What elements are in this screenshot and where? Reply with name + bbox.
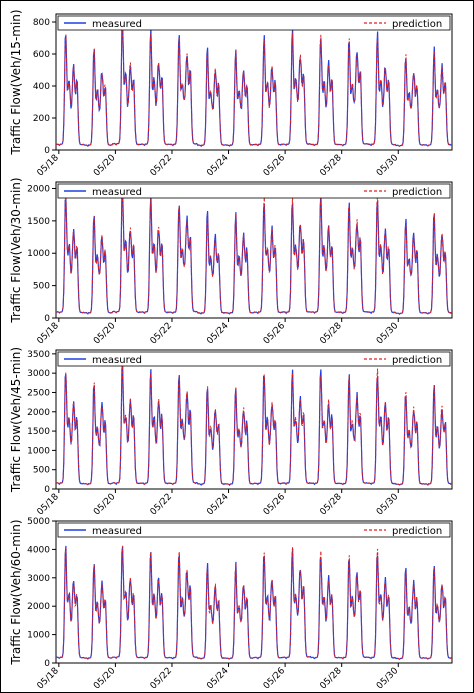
y-tick-label: 1000 [27, 446, 50, 456]
legend-measured-label: measured [92, 187, 142, 198]
y-axis-label: Traffic Flow(Veh/15-min) [9, 9, 23, 155]
y-axis-label: Traffic Flow(Veh/45-min) [9, 347, 23, 493]
y-tick-label: 500 [33, 466, 50, 476]
series-prediction [55, 23, 453, 147]
y-tick-label: 2000 [27, 602, 50, 612]
legend: measured prediction [57, 183, 451, 199]
y-tick-label: 1500 [27, 217, 50, 227]
y-axis-label: Traffic Flow(Veh/30-min) [9, 177, 23, 323]
legend: measured prediction [57, 15, 451, 31]
y-tick-label: 600 [33, 50, 50, 60]
y-axis-label: Traffic Flow(Veh/60-min) [9, 519, 23, 665]
y-tick-label: 500 [33, 282, 50, 292]
y-tick-label: 0 [44, 314, 50, 324]
legend-box [57, 183, 451, 199]
plot-frame [55, 13, 453, 151]
y-tick-label: 1000 [27, 631, 50, 641]
legend-prediction-label: prediction [392, 187, 442, 198]
y-tick-label: 3000 [27, 369, 50, 379]
y-tick-label: 2000 [27, 408, 50, 418]
legend: measured prediction [57, 351, 451, 367]
y-tick-label: 5000 [27, 517, 50, 527]
y-tick-label: 2000 [27, 184, 50, 194]
legend-box [57, 522, 451, 538]
plot-frame [55, 520, 453, 664]
y-tick-label: 0 [44, 485, 50, 495]
y-tick-label: 400 [33, 82, 50, 92]
y-tick-label: 3500 [27, 350, 50, 360]
legend-prediction-label: prediction [392, 355, 442, 366]
legend-measured-label: measured [92, 19, 142, 30]
plot-frame [55, 349, 453, 490]
y-tick-label: 3000 [27, 574, 50, 584]
y-tick-label: 1000 [27, 249, 50, 259]
legend-measured-label: measured [92, 355, 142, 366]
plot-frame [55, 181, 453, 319]
y-tick-label: 200 [33, 114, 50, 124]
y-tick-label: 2500 [27, 388, 50, 398]
legend-box [57, 351, 451, 367]
y-tick-label: 4000 [27, 545, 50, 555]
series-prediction [55, 187, 452, 315]
series-prediction [56, 364, 453, 486]
y-tick-label: 1500 [27, 427, 50, 437]
legend: measured prediction [57, 522, 451, 538]
y-tick-label: 0 [44, 146, 50, 156]
y-tick-label: 0 [44, 659, 50, 669]
legend-prediction-label: prediction [392, 526, 442, 537]
legend-measured-label: measured [92, 526, 142, 537]
legend-prediction-label: prediction [392, 19, 442, 30]
legend-box [57, 15, 451, 31]
y-tick-label: 800 [33, 18, 50, 28]
